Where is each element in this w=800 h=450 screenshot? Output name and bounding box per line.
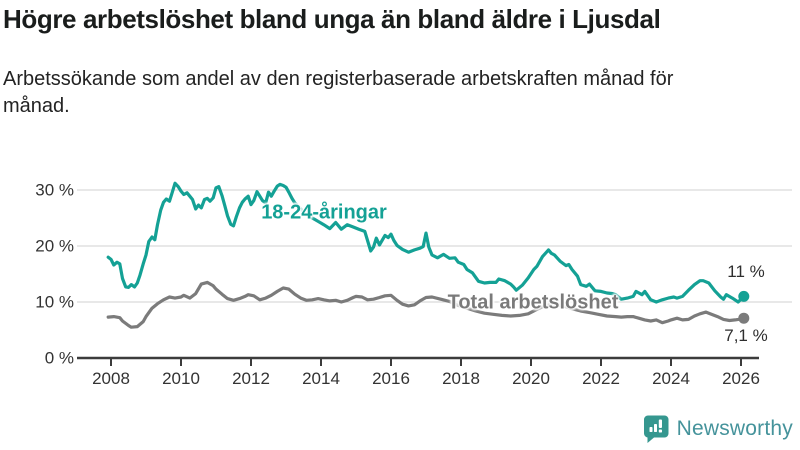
- x-tick-label: 2014: [302, 369, 340, 388]
- x-tick-label: 2016: [372, 369, 410, 388]
- y-tick-label: 30 %: [35, 181, 74, 200]
- series-endpoint-dot-total: [738, 312, 750, 324]
- y-tick-label: 10 %: [35, 293, 74, 312]
- x-tick-label: 2018: [442, 369, 480, 388]
- newsworthy-logo: Newsworthy: [643, 414, 793, 444]
- end-value-youth: 11 %: [727, 262, 765, 281]
- bar-tall: [653, 424, 657, 432]
- chart-subtitle: Arbetssökande som andel av den registerb…: [3, 68, 674, 117]
- series-endpoint-dot-youth: [738, 290, 750, 302]
- series-label-youth: 18-24-åringar: [261, 201, 387, 224]
- exclamation-dot: [658, 429, 662, 433]
- y-tick-label: 0 %: [45, 349, 74, 368]
- x-tick-label: 2008: [92, 369, 130, 388]
- x-tick-label: 2024: [652, 369, 690, 388]
- x-tick-label: 2022: [582, 369, 620, 388]
- newsworthy-chart-bubble-icon: [643, 415, 669, 443]
- end-value-total: 7,1 %: [724, 326, 768, 345]
- x-tick-label: 2026: [722, 369, 760, 388]
- series-line-total: [106, 280, 746, 329]
- x-tick-label: 2012: [232, 369, 270, 388]
- x-tick-label: 2020: [512, 369, 550, 388]
- bar-short: [649, 427, 653, 432]
- series-line-youth: [106, 181, 746, 304]
- y-tick-label: 20 %: [35, 237, 74, 256]
- page-title: Högre arbetslöshet bland unga än bland ä…: [3, 4, 661, 34]
- x-tick-label: 2010: [162, 369, 200, 388]
- series-label-total: Total arbetslöshet: [447, 291, 619, 314]
- brand-wordmark: Newsworthy: [676, 417, 793, 440]
- exclamation-stem: [658, 419, 662, 428]
